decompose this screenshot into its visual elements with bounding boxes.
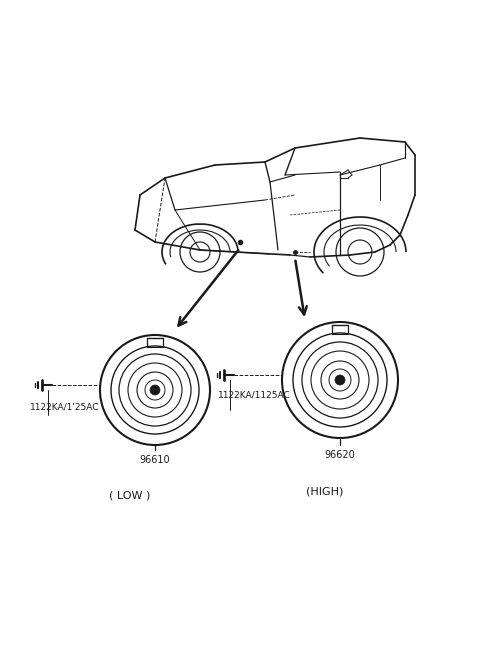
Circle shape bbox=[150, 385, 160, 395]
Text: 1122KA/1'25AC: 1122KA/1'25AC bbox=[30, 402, 99, 411]
Text: 96610: 96610 bbox=[140, 455, 170, 465]
Text: ( LOW ): ( LOW ) bbox=[109, 490, 151, 500]
Circle shape bbox=[335, 375, 345, 385]
Text: 96620: 96620 bbox=[324, 450, 355, 460]
Text: 1122KA/1125AC: 1122KA/1125AC bbox=[218, 390, 291, 399]
Text: (HIGH): (HIGH) bbox=[306, 487, 344, 497]
